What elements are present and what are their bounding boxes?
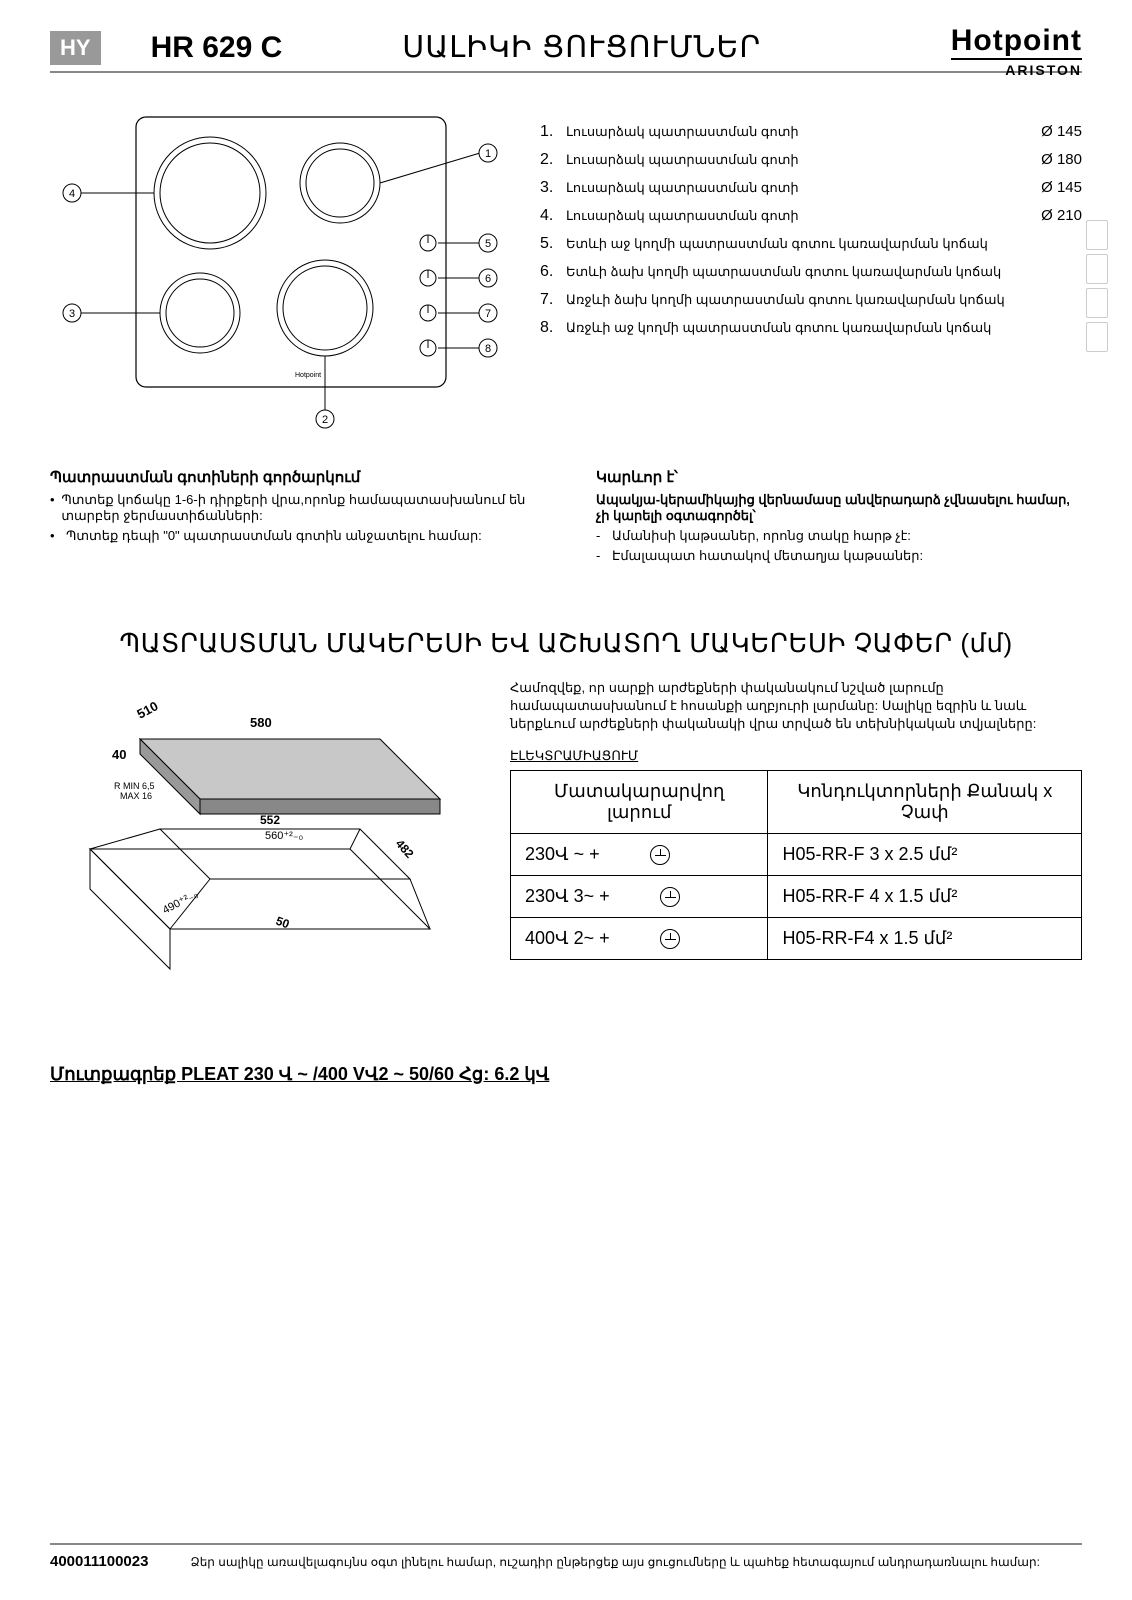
brand-sub: ARISTON [951, 58, 1082, 78]
table-row: 230Վ 3~ + H05-RR-F 4 x 1.5 մմ² [511, 875, 1082, 917]
bullet-text: Ամանիսի կաթսաներ, որոնց տակը հարթ չէ: [612, 528, 911, 544]
legend-row: 5.Ետևի աջ կողմի պատրաստման գոտու կառավար… [540, 235, 1082, 253]
page-title: ՍԱԼԻԿԻ ՑՈՒՑՈՒՄՆԵՐ [402, 30, 761, 65]
instructions: Պատրաստման գոտիների գործարկում •Պտտեք կո… [50, 468, 1082, 568]
hob-diagram: 1 5 6 7 8 4 3 2 Hotpoint [50, 93, 510, 438]
footer-code: 400011100023 [50, 1553, 148, 1570]
svg-text:40: 40 [112, 747, 126, 762]
brand-name: Hotpoint [951, 24, 1082, 58]
electrical: Համոզվեք, որ սարքի արժեքների փականակում … [510, 679, 1082, 984]
svg-text:552: 552 [260, 813, 280, 827]
svg-text:6: 6 [485, 273, 491, 285]
legend-row: 2.Լուսարձակ պատրաստման գոտիØ 180 [540, 151, 1082, 169]
svg-text:MAX 16: MAX 16 [120, 791, 152, 801]
svg-text:1: 1 [485, 148, 491, 160]
bullet-text: Պտտեք կոճակը 1-6-ի դիրքերի վրա,որոնք համ… [61, 492, 536, 524]
legend-row: 1.Լուսարձակ պատրաստման գոտիØ 145 [540, 123, 1082, 141]
svg-text:Hotpoint: Hotpoint [295, 372, 321, 379]
svg-text:5: 5 [485, 238, 491, 250]
legend: 1.Լուսարձակ պատրաստման գոտիØ 145 2.Լուսա… [540, 93, 1082, 438]
model-number: HR 629 C [151, 31, 283, 65]
table-row: 230Վ ~ + H05-RR-F 3 x 2.5 մմ² [511, 833, 1082, 875]
thumb[interactable] [1086, 288, 1108, 318]
svg-text:482: 482 [393, 837, 417, 861]
install-diagram: 580 510 40 R MIN 6,5 MAX 16 552 560⁺²₋₀ … [50, 679, 470, 984]
legend-row: 4.Լուսարձակ պատրաստման գոտիØ 210 [540, 207, 1082, 225]
ground-icon [660, 929, 680, 949]
col-conductors: Կոնդուկտորների Քանակ x Չափ [768, 770, 1082, 833]
mid-left: Պատրաստման գոտիների գործարկում •Պտտեք կո… [50, 468, 536, 568]
bullet-text: Էմալապատ հատակով մետաղյա կաթսաներ: [612, 548, 923, 564]
svg-text:560⁺²₋₀: 560⁺²₋₀ [265, 830, 303, 842]
mid-right: Կարևոր է՝ Ապակյա-կերամիկայից վերնամասը ա… [596, 468, 1082, 568]
legend-row: 7.Առջևի ձախ կողմի պատրաստման գոտու կառավ… [540, 291, 1082, 309]
bullet-text: Պտտեք դեպի "0" պատրաստման գոտին անջատելո… [66, 528, 482, 544]
elec-heading: ԷԼԵԿՏՐԱՄԻԱՑՈՒՄ [510, 748, 1082, 764]
mid-right-sub: Ապակյա-կերամիկայից վերնամասը անվերադարձ … [596, 492, 1082, 524]
legend-row: 8.Առջևի աջ կողմի պատրաստման գոտու կառավա… [540, 319, 1082, 337]
svg-text:4: 4 [69, 188, 75, 200]
page-thumbnails [1086, 220, 1108, 356]
ground-icon [650, 845, 670, 865]
svg-text:490⁺²₋₀: 490⁺²₋₀ [161, 888, 200, 917]
svg-text:3: 3 [69, 308, 75, 320]
lower-section: 580 510 40 R MIN 6,5 MAX 16 552 560⁺²₋₀ … [50, 679, 1082, 984]
svg-text:2: 2 [322, 414, 328, 426]
svg-text:510: 510 [134, 698, 160, 721]
brand-block: Hotpoint ARISTON [951, 24, 1082, 78]
lang-badge: HY [50, 31, 101, 65]
svg-text:580: 580 [250, 715, 272, 730]
col-voltage: Մատակարարվող լարում [511, 770, 768, 833]
top-section: 1 5 6 7 8 4 3 2 Hotpoint 1.Լուսարձակ պատ… [50, 93, 1082, 438]
svg-text:R MIN 6,5: R MIN 6,5 [114, 781, 155, 791]
elec-table: Մատակարարվող լարում Կոնդուկտորների Քանակ… [510, 770, 1082, 961]
ground-icon [660, 887, 680, 907]
table-row: 400Վ 2~ + H05-RR-F4 x 1.5 մմ² [511, 918, 1082, 960]
footer-text: Ձեր սալիկը առավելագույնս օգտ լինելու համ… [148, 1555, 1082, 1569]
legend-row: 6.Ետևի ձախ կողմի պատրաստման գոտու կառավա… [540, 263, 1082, 281]
input-spec: Մուտքագրեք PLEAT 230 Վ ~ /400 VՎ2 ~ 50/6… [50, 1064, 1082, 1085]
footer: 400011100023 Ձեր սալիկը առավելագույնս օգ… [50, 1543, 1082, 1570]
svg-text:7: 7 [485, 308, 491, 320]
svg-text:8: 8 [485, 343, 491, 355]
thumb[interactable] [1086, 254, 1108, 284]
thumb[interactable] [1086, 322, 1108, 352]
mid-left-heading: Պատրաստման գոտիների գործարկում [50, 468, 536, 486]
dimensions-title: ՊԱՏՐԱՍՏՄԱՆ ՄԱԿԵՐԵՍԻ ԵՎ ԱՇԽԱՏՈՂ ՄԱԿԵՐԵՍԻ … [50, 628, 1082, 659]
mid-right-heading: Կարևոր է՝ [596, 468, 1082, 486]
header: HY HR 629 C ՍԱԼԻԿԻ ՑՈՒՑՈՒՄՆԵՐ Hotpoint A… [50, 30, 1082, 73]
legend-row: 3.Լուսարձակ պատրաստման գոտիØ 145 [540, 179, 1082, 197]
thumb[interactable] [1086, 220, 1108, 250]
elec-note: Համոզվեք, որ սարքի արժեքների փականակում … [510, 679, 1082, 734]
